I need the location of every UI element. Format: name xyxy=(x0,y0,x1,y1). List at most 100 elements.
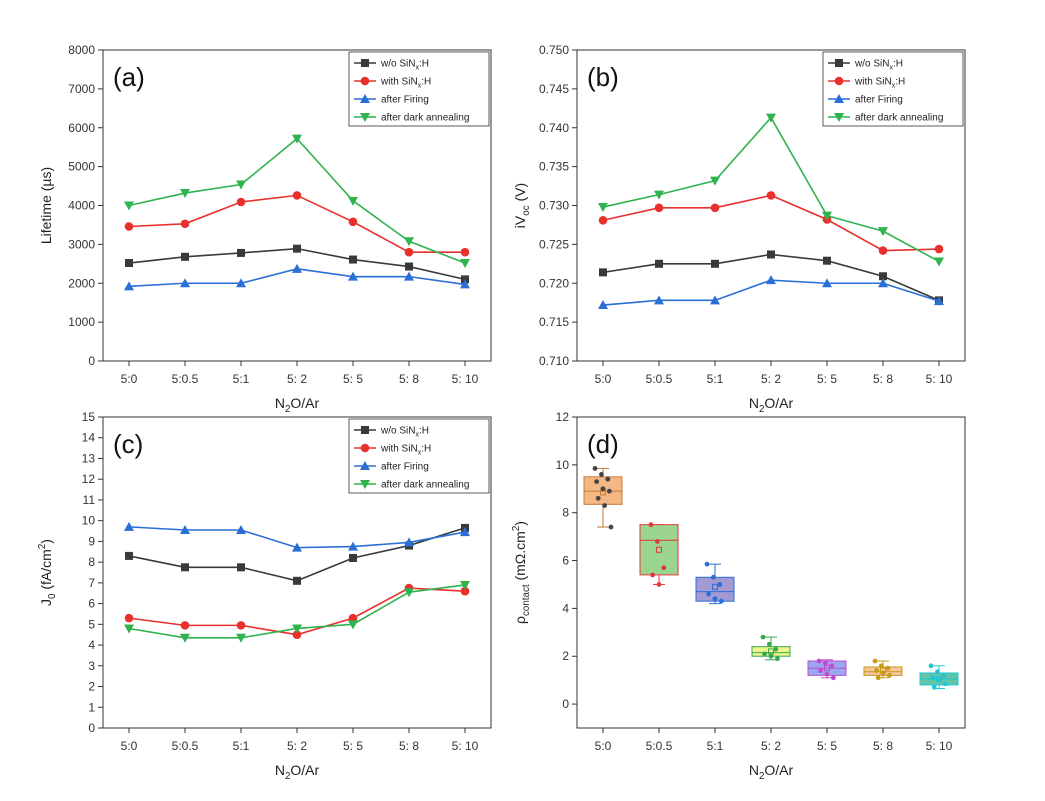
x-tick-label: 5:0.5 xyxy=(172,372,199,386)
data-point xyxy=(824,671,830,677)
legend-label: w/o SiNx:H xyxy=(380,426,429,439)
data-point xyxy=(180,219,190,229)
y-tick-label: 9 xyxy=(88,534,95,548)
x-tick-label: 5:1 xyxy=(233,372,250,386)
y-axis-label: Lifetime (µs) xyxy=(38,167,54,244)
data-point xyxy=(704,561,710,567)
data-point xyxy=(348,217,358,227)
data-point xyxy=(934,244,944,254)
y-tick-label: 0.720 xyxy=(539,276,569,290)
data-point xyxy=(710,295,720,305)
legend-box xyxy=(348,51,490,127)
data-point xyxy=(711,259,719,268)
data-point xyxy=(930,675,935,681)
data-point xyxy=(874,668,879,673)
legend-box xyxy=(822,51,964,127)
y-tick-label: 4 xyxy=(88,638,95,652)
y-tick-label: 7 xyxy=(88,576,95,590)
y-tick-label: 0.740 xyxy=(539,121,569,135)
data-point xyxy=(767,250,775,259)
panel-label: (b) xyxy=(587,62,619,92)
legend-marker xyxy=(834,76,844,86)
data-point xyxy=(822,278,832,288)
data-point xyxy=(878,227,888,237)
data-point xyxy=(598,300,608,310)
legend-label: after dark annealing xyxy=(381,480,469,491)
y-tick-label: 0 xyxy=(562,697,569,711)
data-point xyxy=(712,596,718,602)
data-point xyxy=(823,661,828,666)
legend-box xyxy=(348,418,490,494)
y-tick-label: 8000 xyxy=(68,43,95,57)
data-point xyxy=(607,488,612,494)
mean-marker xyxy=(712,583,718,590)
data-point xyxy=(872,658,878,664)
data-point xyxy=(460,259,470,269)
y-tick-label: 11 xyxy=(83,493,96,507)
x-tick-label: 5: 2 xyxy=(287,372,307,386)
data-point xyxy=(710,203,720,213)
data-point xyxy=(124,521,134,531)
panel-label: (c) xyxy=(113,429,143,459)
plot-frame xyxy=(576,416,966,729)
x-tick-label: 5:0 xyxy=(595,372,612,386)
data-point xyxy=(943,681,948,687)
legend-marker xyxy=(360,94,370,103)
x-tick-label: 5: 5 xyxy=(817,372,837,386)
data-point xyxy=(592,466,598,471)
data-point xyxy=(595,495,601,501)
x-tick-label: 5: 10 xyxy=(926,739,953,753)
data-point xyxy=(661,565,667,571)
data-point xyxy=(605,476,611,482)
mean-marker xyxy=(824,665,830,672)
data-point xyxy=(887,672,892,678)
chart-panel-a: 0 1000 2000 3000 4000 5000 6000 7000 8000 5:0 5:0.… xyxy=(38,43,492,415)
data-point xyxy=(348,271,358,281)
box-5 xyxy=(863,658,903,681)
y-tick-label: 0.750 xyxy=(539,43,569,57)
data-point xyxy=(766,191,776,200)
data-point xyxy=(237,563,245,572)
y-tick-label: 5000 xyxy=(68,160,95,174)
series-line-3 xyxy=(602,116,940,263)
y-tick-label: 0.725 xyxy=(539,237,569,251)
data-point xyxy=(711,574,716,580)
legend-marker xyxy=(361,59,369,67)
data-point xyxy=(236,524,246,534)
data-point xyxy=(766,275,776,285)
data-point xyxy=(125,551,133,560)
data-point xyxy=(124,201,134,211)
series-line-1 xyxy=(602,194,940,252)
legend: w/o SiNx:H with SiNx:H after Firing after d… xyxy=(348,51,490,127)
y-tick-label: 0.715 xyxy=(539,315,569,329)
x-tick-label: 5: 8 xyxy=(399,372,419,386)
x-tick-label: 5:0 xyxy=(595,739,612,753)
data-point xyxy=(236,278,246,288)
x-axis-label: N2O/Ar xyxy=(275,762,320,782)
data-point xyxy=(602,503,607,508)
legend-label: after Firing xyxy=(855,95,903,106)
data-point xyxy=(405,262,413,271)
data-point xyxy=(180,189,190,199)
x-tick-label: 5:1 xyxy=(233,739,250,753)
data-point xyxy=(460,527,470,537)
y-tick-label: 0 xyxy=(88,721,95,735)
data-point xyxy=(293,244,301,253)
legend-label: with SiNx:H xyxy=(380,444,431,457)
panel-label: (d) xyxy=(587,429,619,459)
y-tick-label: 12 xyxy=(82,472,96,486)
x-tick-label: 5:1 xyxy=(707,739,724,753)
y-tick-label: 13 xyxy=(82,451,96,465)
legend-marker xyxy=(360,76,370,86)
y-tick-label: 3000 xyxy=(68,237,95,251)
y-tick-label: 3 xyxy=(88,659,95,673)
data-point xyxy=(941,672,947,678)
data-point xyxy=(831,675,836,681)
data-point xyxy=(598,203,608,213)
data-point xyxy=(935,669,940,675)
legend-label: after Firing xyxy=(381,95,429,106)
box-6 xyxy=(919,663,959,690)
legend-label: with SiNx:H xyxy=(380,77,431,90)
data-point xyxy=(236,633,246,643)
data-point xyxy=(885,665,891,671)
